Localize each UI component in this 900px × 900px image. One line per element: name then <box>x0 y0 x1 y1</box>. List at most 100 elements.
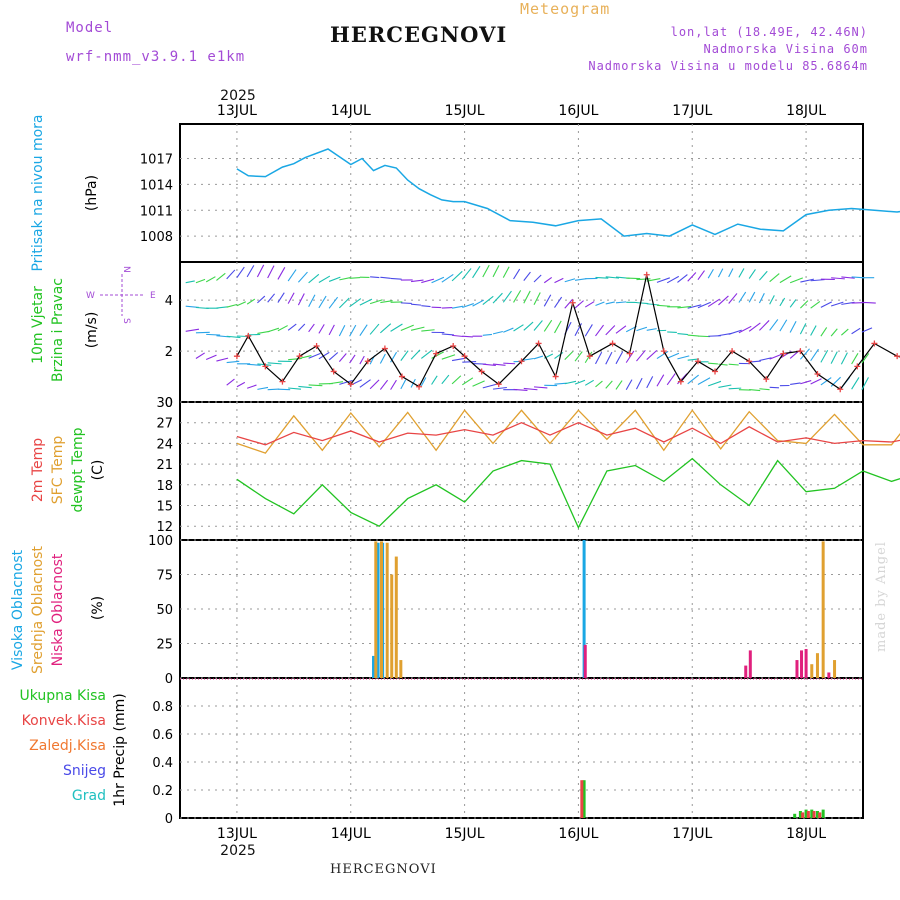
wind-gust-marker <box>780 350 787 357</box>
legend-snow: Snijeg <box>63 763 106 779</box>
wind-arrow <box>349 324 357 337</box>
wind-arrow <box>790 382 801 385</box>
wind-arrow <box>789 299 797 308</box>
wind-arrow <box>492 386 507 390</box>
wind-arrow <box>349 276 361 279</box>
wind-arrow <box>267 293 276 303</box>
wind-gust-marker <box>518 358 525 365</box>
wind-arrow <box>513 290 522 303</box>
wind-arrow <box>615 325 627 334</box>
wind-arrow <box>226 378 235 386</box>
wind-arrow <box>861 301 876 304</box>
conv-rain-bar <box>580 780 584 818</box>
wind-arrow <box>749 389 761 392</box>
wind-arrow <box>615 301 627 304</box>
wind-arrow <box>513 268 521 280</box>
wind-arrow <box>687 272 697 282</box>
wind-arrow <box>308 384 323 387</box>
compass-south: S <box>121 318 131 324</box>
sfc-label: SFC Temp <box>50 436 66 505</box>
marks-layer: 13JUL 13JUL 14JUL 14JUL 15JUL 15JUL 16JUL 16JUL… <box>140 103 900 842</box>
wind-arrow <box>759 357 772 362</box>
wind-label: 10m Vjetar <box>30 286 46 364</box>
wind-arrow <box>461 268 472 280</box>
wind-arrow <box>472 265 481 279</box>
wind-arrow <box>216 357 229 362</box>
wind-gust-marker <box>450 343 457 349</box>
wind-arrow <box>421 305 431 308</box>
pressure-label: Pritisak na nivou mora <box>30 114 46 271</box>
wind-arrow <box>779 319 788 332</box>
wind-arrow <box>513 324 524 332</box>
wind-arrow <box>523 271 531 281</box>
wind-gust-marker <box>746 358 753 365</box>
wind-gust-marker <box>626 350 633 357</box>
wind-gust-marker <box>495 381 502 388</box>
chart-title: Meteogram <box>520 0 611 18</box>
low-cloud-bar <box>804 649 808 678</box>
wind-arrow <box>769 273 780 283</box>
wind-gust-marker <box>763 376 770 383</box>
compass-rose: W E N S <box>86 266 156 324</box>
wind-arrow <box>277 267 286 280</box>
wind-arrow <box>800 300 809 309</box>
wind-arrow <box>718 384 732 389</box>
wind-gust-marker <box>330 368 337 375</box>
wind-arrow <box>708 362 718 365</box>
t2m-line <box>236 421 900 446</box>
wind-arrow <box>462 335 473 338</box>
wind-gust-marker <box>461 353 468 360</box>
wind-arrow <box>841 328 849 336</box>
wind-arrow <box>287 292 295 304</box>
y-tick-label: 24 <box>156 437 173 452</box>
wind-arrow <box>820 327 828 337</box>
model-name: wrf-nmm_v3.9.1 e1km <box>66 49 246 65</box>
wind-arrow <box>584 301 595 308</box>
mid-cloud-bar <box>379 541 383 678</box>
wind-arrow <box>605 325 616 336</box>
wind-gust-marker <box>347 381 354 388</box>
low-cloud-bar <box>800 650 804 678</box>
wind-arrow <box>748 269 756 279</box>
year-label-top: 2025 <box>220 88 256 104</box>
wind-gust-marker <box>364 358 371 365</box>
high-cloud-bar <box>376 542 380 678</box>
legend-conv-rain: Konvek.Kisa <box>22 713 106 729</box>
wind-arrow <box>431 276 445 284</box>
wind-arrow <box>666 352 680 359</box>
conv-rain-bar <box>806 811 810 818</box>
wind-arrow <box>451 357 466 362</box>
wind-arrow <box>462 360 477 363</box>
wind-arrow <box>584 324 593 337</box>
wind-arrow <box>308 352 321 359</box>
high-cloud-bar <box>372 655 376 678</box>
y-tick-label: 27 <box>156 417 173 432</box>
temp-unit: (C) <box>90 460 106 481</box>
wind-arrow <box>707 268 714 279</box>
wind-arrow <box>543 319 553 332</box>
wind-arrow <box>697 270 705 281</box>
wind-arrow <box>513 388 528 391</box>
mid-cloud-bar <box>821 541 825 678</box>
wind-arrow <box>615 351 624 365</box>
precip-unit: 1hr Precip (mm) <box>112 693 128 806</box>
wind-arrow <box>605 276 620 279</box>
high-cloud-label: Visoka Oblacnost <box>10 549 26 670</box>
wind-gust-marker <box>535 340 542 347</box>
wind-arrow <box>400 379 407 390</box>
wind-arrow <box>574 351 583 362</box>
mid-cloud-bar <box>390 574 394 678</box>
wind-arrow <box>390 323 403 332</box>
low-cloud-bar <box>744 665 748 678</box>
wind-arrow <box>554 296 563 308</box>
wind-arrow <box>646 278 661 282</box>
wind-arrow <box>748 322 761 332</box>
wind-arrow <box>451 270 463 282</box>
wind-arrow <box>759 320 770 331</box>
wind-arrow <box>851 353 859 365</box>
wind-arrow <box>697 335 711 338</box>
wind-arrow <box>564 278 576 283</box>
wind-arrow <box>482 295 494 305</box>
total-rain-bar <box>798 811 802 818</box>
wind-gust-marker <box>609 340 616 347</box>
